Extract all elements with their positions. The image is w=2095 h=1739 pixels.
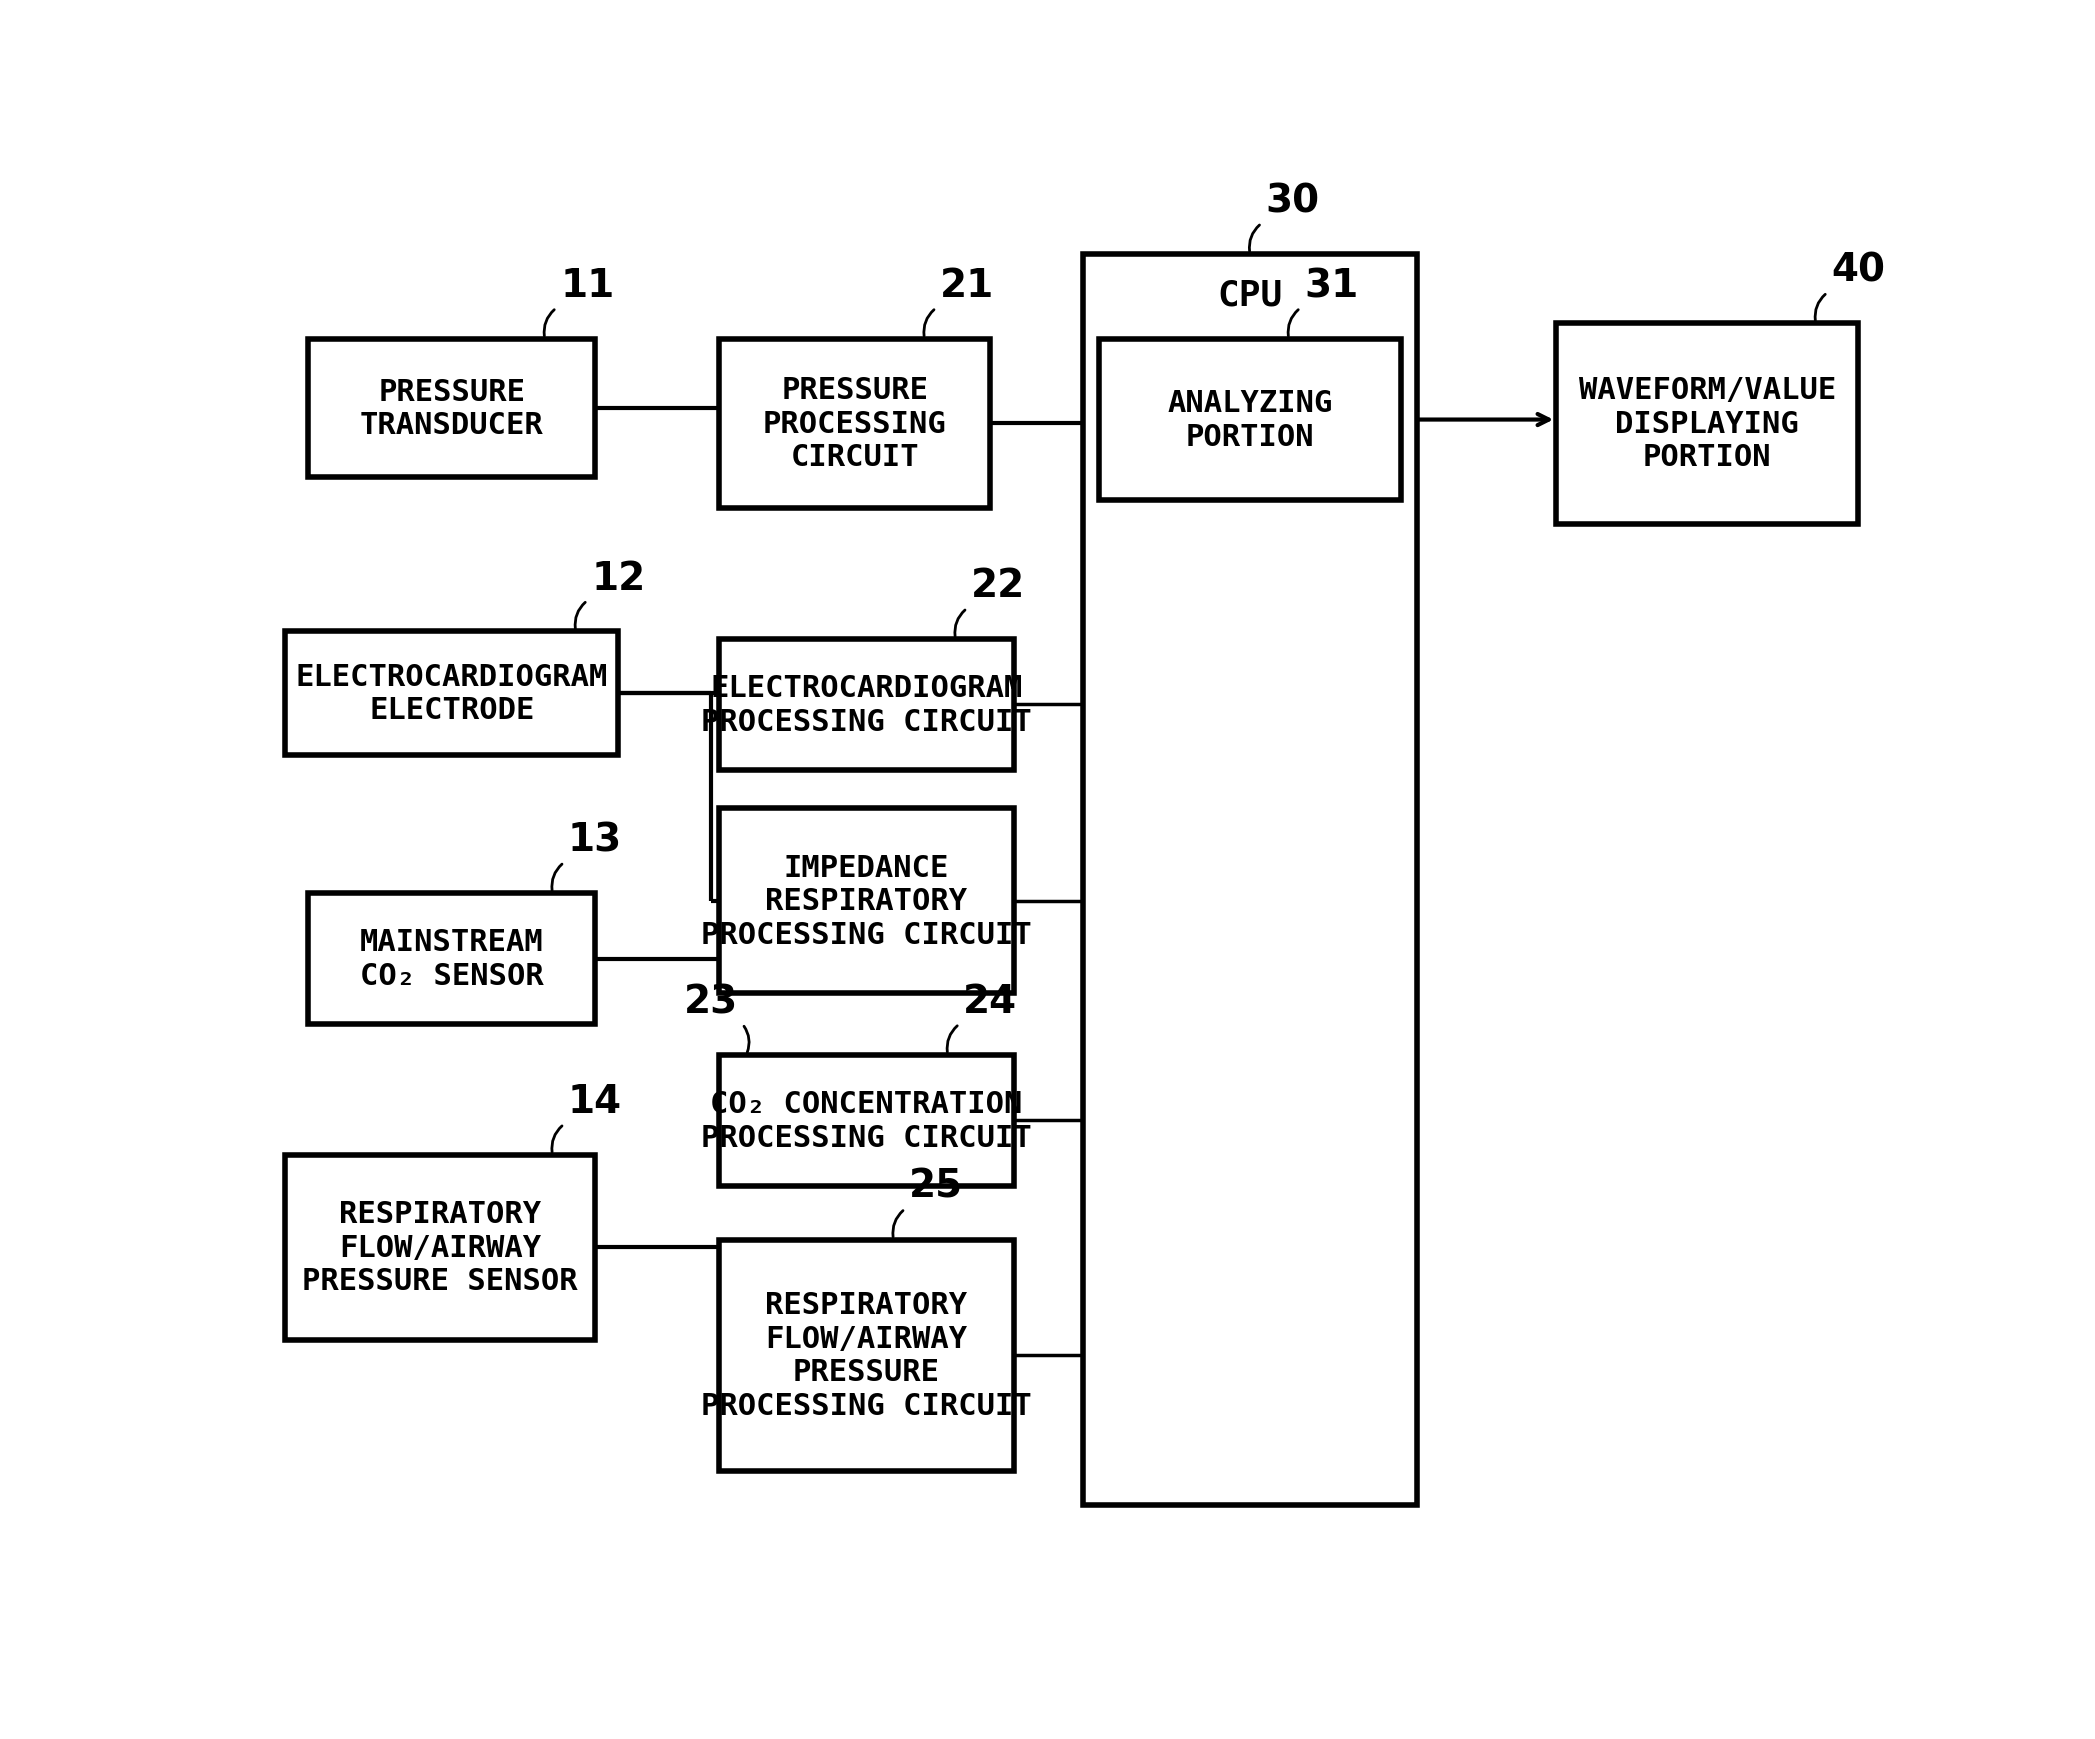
Bar: [719, 1056, 1014, 1186]
Bar: [719, 1240, 1014, 1471]
Bar: [308, 894, 595, 1024]
Bar: [719, 640, 1014, 770]
Bar: [1083, 256, 1416, 1506]
Text: 24: 24: [964, 983, 1018, 1021]
Text: 31: 31: [1305, 266, 1358, 304]
Text: 25: 25: [909, 1167, 964, 1205]
Text: ANALYZING
PORTION: ANALYZING PORTION: [1167, 390, 1332, 452]
Text: 12: 12: [591, 560, 645, 596]
Text: 22: 22: [970, 567, 1024, 605]
Text: 30: 30: [1265, 183, 1320, 221]
Text: 21: 21: [941, 266, 995, 304]
Text: IMPEDANCE
RESPIRATORY
PROCESSING CIRCUIT: IMPEDANCE RESPIRATORY PROCESSING CIRCUIT: [702, 854, 1031, 949]
Text: PRESSURE
TRANSDUCER: PRESSURE TRANSDUCER: [360, 377, 543, 440]
Text: 13: 13: [568, 821, 622, 859]
Text: ELECTROCARDIOGRAM
PROCESSING CIRCUIT: ELECTROCARDIOGRAM PROCESSING CIRCUIT: [702, 673, 1031, 736]
Text: CO₂ CONCENTRATION
PROCESSING CIRCUIT: CO₂ CONCENTRATION PROCESSING CIRCUIT: [702, 1089, 1031, 1151]
Bar: [1557, 323, 1858, 523]
Bar: [285, 1155, 595, 1341]
Text: ELECTROCARDIOGRAM
ELECTRODE: ELECTROCARDIOGRAM ELECTRODE: [295, 663, 608, 725]
Bar: [308, 339, 595, 478]
Text: 23: 23: [685, 983, 740, 1021]
Text: WAVEFORM/VALUE
DISPLAYING
PORTION: WAVEFORM/VALUE DISPLAYING PORTION: [1580, 376, 1835, 473]
Bar: [719, 809, 1014, 993]
Text: MAINSTREAM
CO₂ SENSOR: MAINSTREAM CO₂ SENSOR: [360, 927, 543, 989]
Text: 11: 11: [559, 266, 614, 304]
Text: RESPIRATORY
FLOW/AIRWAY
PRESSURE
PROCESSING CIRCUIT: RESPIRATORY FLOW/AIRWAY PRESSURE PROCESS…: [702, 1290, 1031, 1421]
Text: 14: 14: [568, 1083, 622, 1120]
Bar: [285, 631, 618, 755]
Text: CPU: CPU: [1217, 278, 1282, 311]
Text: RESPIRATORY
FLOW/AIRWAY
PRESSURE SENSOR: RESPIRATORY FLOW/AIRWAY PRESSURE SENSOR: [302, 1200, 578, 1296]
Bar: [719, 339, 991, 510]
Text: 40: 40: [1831, 252, 1886, 289]
Text: PRESSURE
PROCESSING
CIRCUIT: PRESSURE PROCESSING CIRCUIT: [763, 376, 947, 473]
Bar: [1100, 339, 1402, 501]
